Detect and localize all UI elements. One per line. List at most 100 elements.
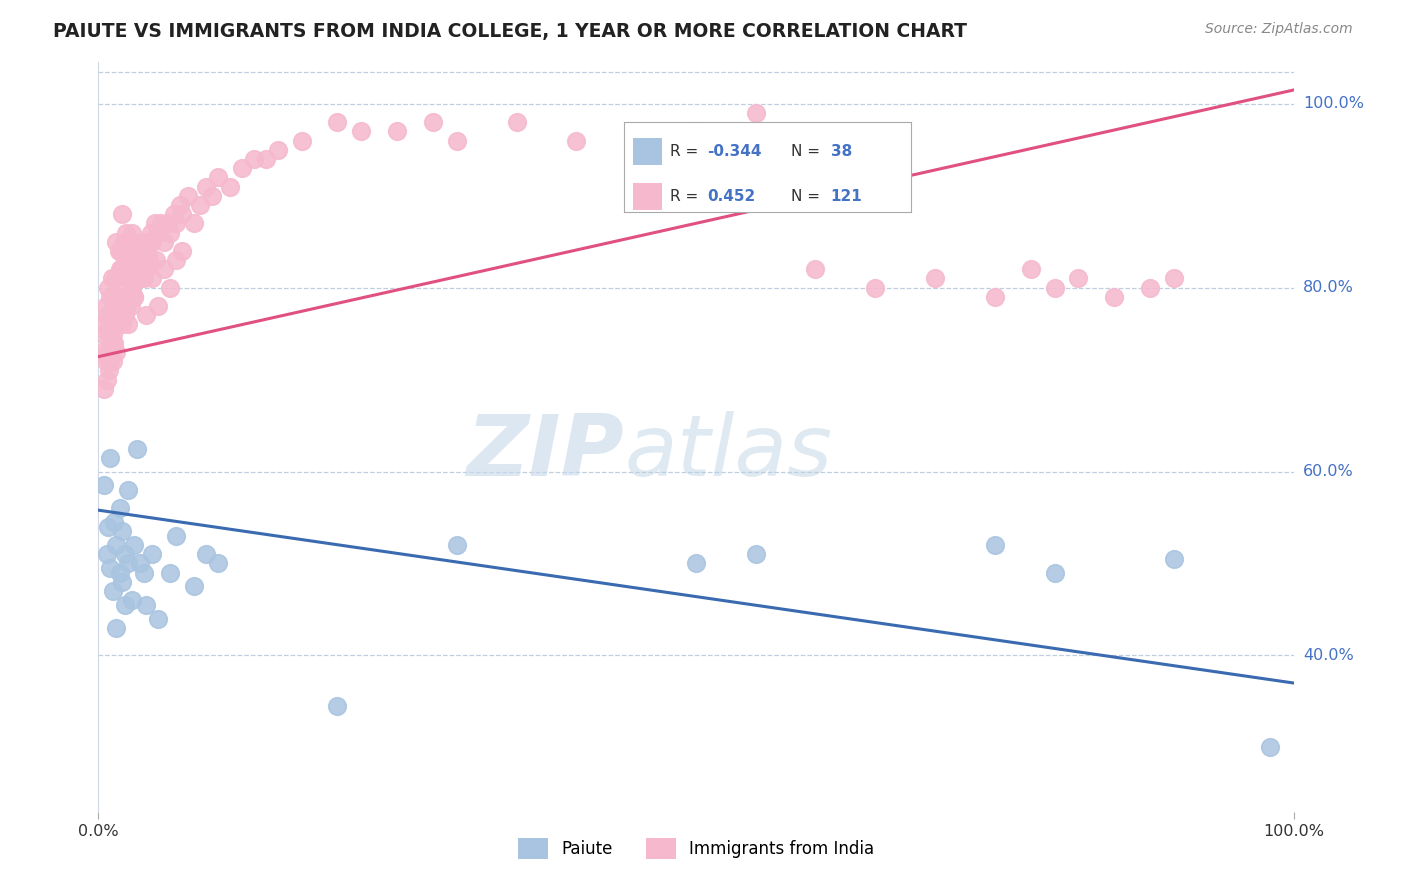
Point xyxy=(984,538,1007,552)
Point xyxy=(98,318,122,332)
Point xyxy=(128,244,150,258)
Point xyxy=(117,235,139,249)
Point xyxy=(446,134,468,148)
Point xyxy=(117,290,139,304)
Point xyxy=(1163,271,1185,285)
Point xyxy=(97,281,120,295)
Point xyxy=(132,271,155,285)
Text: Source: ZipAtlas.com: Source: ZipAtlas.com xyxy=(1205,22,1353,37)
Point xyxy=(114,253,136,268)
Point xyxy=(201,188,224,202)
Point xyxy=(101,584,124,599)
Point xyxy=(112,290,135,304)
Point xyxy=(96,547,118,561)
Point xyxy=(195,179,218,194)
Point xyxy=(804,262,827,277)
Point xyxy=(1139,281,1161,295)
Point xyxy=(1043,281,1066,295)
Point xyxy=(141,235,163,249)
Point xyxy=(195,547,218,561)
Point xyxy=(1163,552,1185,566)
Point xyxy=(165,529,187,543)
Text: 40.0%: 40.0% xyxy=(1303,648,1354,663)
Point xyxy=(91,345,114,359)
Point xyxy=(114,308,136,322)
Point xyxy=(385,124,409,138)
Point xyxy=(100,271,122,285)
Point xyxy=(326,698,349,713)
Point xyxy=(153,235,176,249)
Point xyxy=(148,299,170,313)
Point xyxy=(984,290,1007,304)
Point xyxy=(105,290,128,304)
Point xyxy=(120,299,142,313)
Point xyxy=(350,124,373,138)
Point xyxy=(117,318,139,332)
Point xyxy=(134,235,156,249)
Point xyxy=(117,483,139,497)
Point xyxy=(135,598,157,612)
Point xyxy=(136,244,159,258)
Point xyxy=(125,442,148,456)
Point xyxy=(98,290,122,304)
Point xyxy=(207,557,229,571)
Point xyxy=(1067,271,1090,285)
Point xyxy=(145,253,167,268)
Point xyxy=(121,226,143,240)
Point xyxy=(131,253,153,268)
Point xyxy=(131,244,153,258)
Point xyxy=(121,281,143,295)
Point xyxy=(98,354,122,368)
Point xyxy=(165,216,187,230)
Point xyxy=(107,244,129,258)
Point xyxy=(148,226,170,240)
Point xyxy=(96,308,118,322)
Point xyxy=(93,318,115,332)
Point xyxy=(105,345,128,359)
Point xyxy=(183,216,205,230)
Point xyxy=(183,579,205,593)
Point xyxy=(159,226,181,240)
Point xyxy=(118,271,141,285)
Point xyxy=(156,216,179,230)
Point xyxy=(98,561,122,575)
Point xyxy=(105,235,128,249)
Point xyxy=(127,253,149,268)
Text: 100.0%: 100.0% xyxy=(1303,96,1364,112)
Text: atlas: atlas xyxy=(624,410,832,493)
Point xyxy=(172,244,194,258)
Text: ZIP: ZIP xyxy=(467,410,624,493)
Point xyxy=(129,262,152,277)
Point xyxy=(1019,262,1042,277)
Point xyxy=(153,262,176,277)
Point xyxy=(111,207,134,221)
Point xyxy=(163,207,186,221)
Point xyxy=(685,124,707,138)
Point xyxy=(685,557,707,571)
Point xyxy=(107,318,129,332)
Point xyxy=(117,557,139,571)
Point xyxy=(135,262,157,277)
Text: 80.0%: 80.0% xyxy=(1303,280,1354,295)
Point xyxy=(120,244,142,258)
Point xyxy=(138,253,160,268)
Point xyxy=(110,308,132,322)
Point xyxy=(565,134,588,148)
Point xyxy=(111,318,134,332)
Point xyxy=(124,290,146,304)
Point xyxy=(94,299,117,313)
Point xyxy=(104,318,127,332)
Point xyxy=(159,281,181,295)
Point xyxy=(141,547,163,561)
Point xyxy=(103,335,125,350)
Point xyxy=(108,566,131,580)
Point xyxy=(122,262,145,277)
Legend: Paiute, Immigrants from India: Paiute, Immigrants from India xyxy=(509,830,883,867)
Point xyxy=(115,299,138,313)
Point xyxy=(98,326,121,341)
Point xyxy=(97,345,120,359)
Point xyxy=(148,612,170,626)
Point xyxy=(129,271,152,285)
Point xyxy=(124,290,146,304)
Point xyxy=(115,226,138,240)
